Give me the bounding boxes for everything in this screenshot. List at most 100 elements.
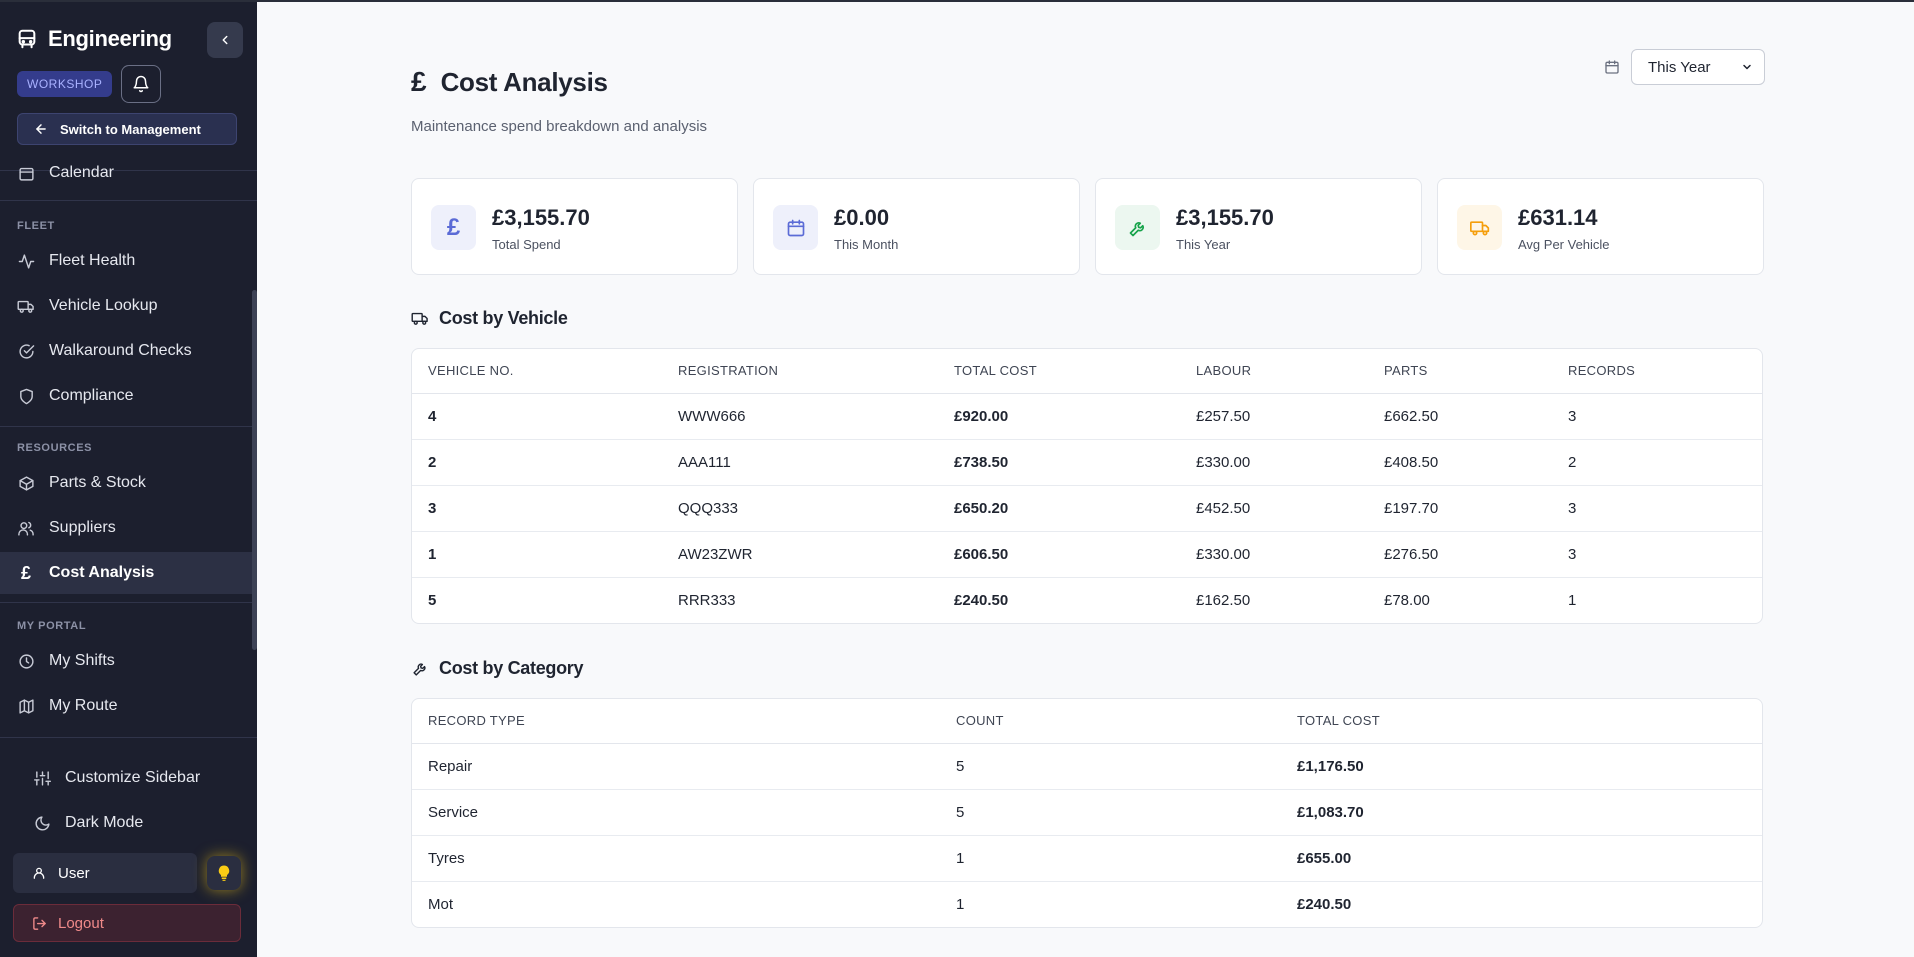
brand[interactable]: Engineering: [16, 26, 172, 52]
column-header[interactable]: RECORDS: [1552, 349, 1762, 394]
page-header: £ Cost Analysis: [411, 66, 608, 98]
dark-mode-label: Dark Mode: [65, 814, 144, 831]
sidebar-item-label: Cost Analysis: [49, 564, 155, 581]
registration-cell: AAA111: [662, 439, 938, 486]
vehicle-no-cell: 3: [412, 485, 662, 532]
column-header[interactable]: VEHICLE NO.: [412, 349, 662, 394]
user-icon: [30, 866, 48, 880]
tips-button[interactable]: [207, 856, 241, 890]
period-value: This Year: [1648, 58, 1711, 76]
labour-cell: £257.50: [1180, 393, 1368, 440]
sidebar-item-label: My Shifts: [49, 652, 115, 669]
package-icon: [17, 474, 35, 492]
table-row[interactable]: 5 RRR333 £240.50 £162.50 £78.00 1: [412, 577, 1762, 623]
chevron-down-icon: [1738, 61, 1756, 73]
stat-card-this-month: £0.00 This Month: [753, 178, 1080, 275]
arrow-left-icon: [32, 122, 50, 136]
sidebar-item-label: Compliance: [49, 387, 134, 404]
section-label-my-portal: MY PORTAL: [17, 620, 87, 632]
category-cost-table: RECORD TYPE COUNT TOTAL COST Repair 5 £1…: [411, 698, 1763, 928]
period-select[interactable]: This Year: [1631, 49, 1765, 85]
table-row[interactable]: 2 AAA111 £738.50 £330.00 £408.50 2: [412, 439, 1762, 486]
count-cell: 1: [956, 895, 965, 913]
records-cell: 3: [1552, 485, 1762, 532]
records-cell: 3: [1552, 531, 1762, 578]
labour-cell: £452.50: [1180, 485, 1368, 532]
logout-icon: [30, 916, 48, 931]
bus-icon: [16, 28, 38, 50]
total-cost-cell: £1,083.70: [1281, 789, 1762, 836]
page-subtitle: Maintenance spend breakdown and analysis: [411, 118, 708, 135]
sidebar-item-fleet-health[interactable]: Fleet Health: [0, 240, 253, 282]
records-cell: 3: [1552, 393, 1762, 440]
sidebar-item-cost-analysis[interactable]: £ Cost Analysis: [0, 552, 253, 594]
sidebar-item-vehicle-lookup[interactable]: Vehicle Lookup: [0, 285, 253, 327]
record-type-cell: Tyres: [412, 835, 940, 882]
sidebar-item-label: Suppliers: [49, 519, 116, 536]
record-type-cell: Service: [412, 789, 940, 836]
sliders-icon: [33, 769, 51, 787]
section-label-fleet: FLEET: [17, 220, 55, 232]
column-header[interactable]: PARTS: [1368, 349, 1552, 394]
table-row[interactable]: Service 5 £1,083.70: [412, 789, 1762, 836]
vehicle-no-cell: 5: [428, 591, 437, 609]
notifications-button[interactable]: [121, 65, 161, 103]
user-menu[interactable]: User: [13, 853, 197, 893]
section-heading-vehicle: Cost by Vehicle: [411, 308, 568, 329]
table-row[interactable]: Repair 5 £1,176.50: [412, 743, 1762, 790]
chevron-left-icon: [216, 31, 234, 49]
sidebar-item-my-route[interactable]: My Route: [0, 685, 253, 727]
sidebar-item-my-shifts[interactable]: My Shifts: [0, 640, 253, 682]
sidebar-item-calendar[interactable]: Calendar: [0, 158, 253, 194]
column-header[interactable]: COUNT: [940, 699, 1281, 744]
table-row[interactable]: 3 QQQ333 £650.20 £452.50 £197.70 3: [412, 485, 1762, 532]
column-header[interactable]: RECORD TYPE: [412, 699, 940, 744]
record-type-cell: Mot: [428, 895, 454, 913]
check-circle-icon: [17, 342, 35, 360]
stat-value: £3,155.70: [492, 205, 590, 230]
dark-mode-toggle[interactable]: Dark Mode: [0, 803, 257, 843]
labour-cell: £162.50: [1196, 591, 1251, 609]
stat-label: Total Spend: [492, 237, 561, 252]
sidebar-item-compliance[interactable]: Compliance: [0, 375, 253, 417]
parts-cell: £197.70: [1368, 485, 1552, 532]
column-header[interactable]: TOTAL COST: [1281, 699, 1762, 744]
total-cost-cell: £240.50: [1297, 895, 1352, 913]
activity-icon: [17, 252, 35, 270]
divider: [0, 200, 257, 201]
stat-value: £631.14: [1518, 205, 1598, 230]
sidebar-item-parts-stock[interactable]: Parts & Stock: [0, 462, 253, 504]
wrench-icon: [411, 660, 429, 678]
column-header[interactable]: LABOUR: [1180, 349, 1368, 394]
total-cost-cell: £240.50: [954, 591, 1009, 609]
table-row[interactable]: Tyres 1 £655.00: [412, 835, 1762, 882]
table-row[interactable]: 4 WWW666 £920.00 £257.50 £662.50 3: [412, 393, 1762, 440]
shield-icon: [17, 387, 35, 405]
sidebar-item-label: My Route: [49, 697, 118, 714]
sidebar-nav[interactable]: Calendar FLEET Fleet Health Vehicle Look…: [0, 158, 257, 736]
stat-label: Avg Per Vehicle: [1518, 237, 1610, 252]
divider: [0, 426, 257, 427]
sidebar-item-label: Parts & Stock: [49, 474, 146, 491]
column-header[interactable]: REGISTRATION: [662, 349, 938, 394]
section-title: Cost by Category: [439, 658, 584, 678]
customize-sidebar-button[interactable]: Customize Sidebar: [0, 758, 257, 798]
sidebar-item-label: Calendar: [49, 164, 114, 181]
pound-icon: £: [411, 66, 427, 97]
stat-label: This Year: [1176, 237, 1231, 252]
logout-button[interactable]: Logout: [13, 904, 241, 942]
logout-label: Logout: [58, 914, 104, 932]
table-row[interactable]: 1 AW23ZWR £606.50 £330.00 £276.50 3: [412, 531, 1762, 578]
switch-to-management-button[interactable]: Switch to Management: [17, 113, 237, 145]
pound-icon: £: [431, 205, 476, 250]
table-row[interactable]: Mot 1 £240.50: [412, 881, 1762, 927]
records-cell: 1: [1568, 591, 1577, 609]
sidebar-item-walkaround-checks[interactable]: Walkaround Checks: [0, 330, 253, 372]
sidebar-item-suppliers[interactable]: Suppliers: [0, 507, 253, 549]
collapse-sidebar-button[interactable]: [207, 22, 243, 58]
vehicle-no-cell: 4: [412, 393, 662, 440]
sidebar-scrollbar[interactable]: [252, 290, 257, 650]
total-cost-cell: £655.00: [1281, 835, 1762, 882]
column-header[interactable]: TOTAL COST: [938, 349, 1180, 394]
total-cost-cell: £650.20: [938, 485, 1180, 532]
